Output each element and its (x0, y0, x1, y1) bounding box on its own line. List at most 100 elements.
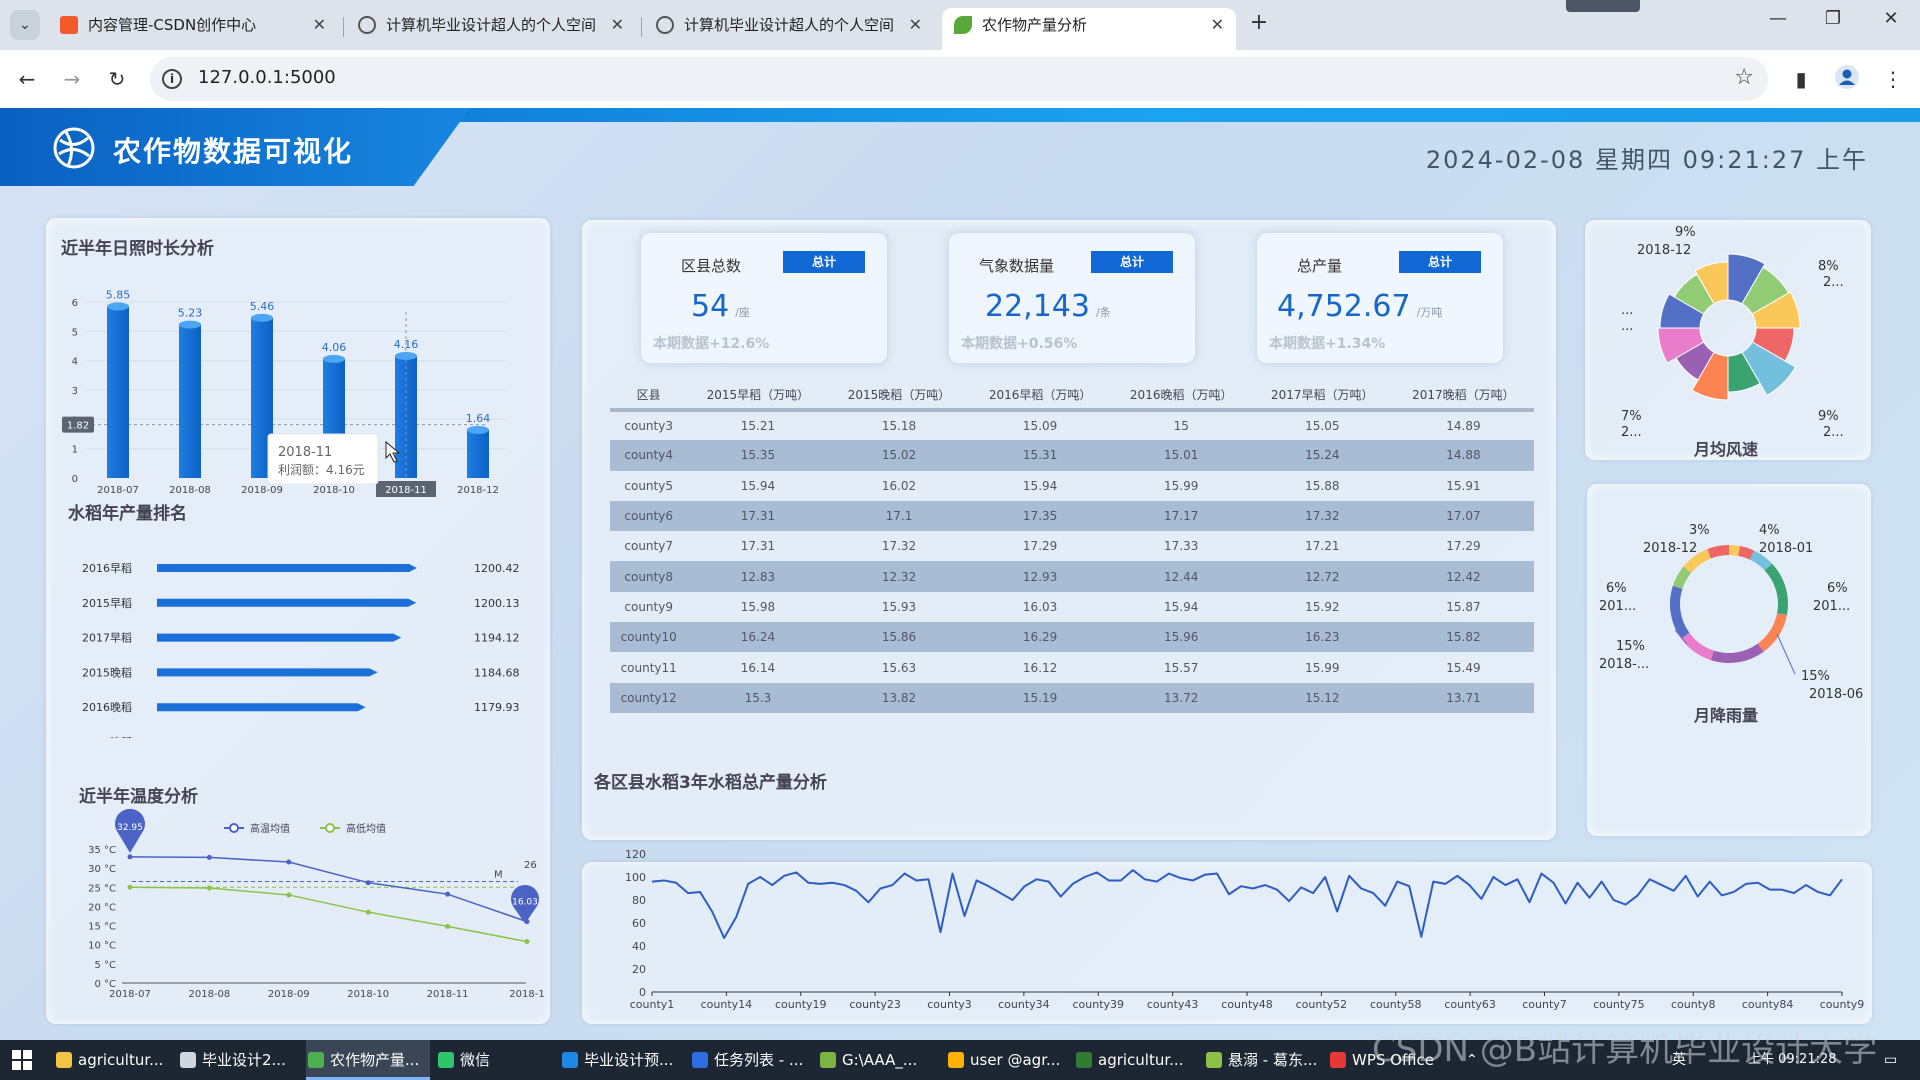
y-tick-label: 3 (72, 386, 78, 397)
notification-icon[interactable]: ▭ (1884, 1052, 1898, 1068)
bar (467, 429, 489, 478)
profile-icon[interactable] (1832, 64, 1862, 94)
taskbar-item[interactable]: 悬溺 - 葛东... (1204, 1040, 1324, 1080)
donut-label-name: 201... (1813, 599, 1850, 614)
county-line-chart[interactable]: 0 20 40 60 80 100 120 county1 county14 county19 co… (582, 798, 1872, 1024)
x-tick-label: county14 (701, 998, 753, 1011)
tray-language[interactable]: 英 (1672, 1052, 1686, 1068)
tab-search-button[interactable]: ⌄ (10, 10, 40, 40)
taskbar-item[interactable]: G:\AAA_... (818, 1040, 942, 1080)
series-point (524, 939, 530, 945)
rank-value-label: 1200.13 (474, 597, 520, 610)
taskbar-item-label: agricultur... (1098, 1051, 1184, 1069)
browser-tabbar: ⌄ 内容管理-CSDN创作中心 ✕ 计算机毕业设计超人的个人空间 ✕ 计算机毕业… (0, 0, 1920, 50)
bar-top (323, 354, 345, 363)
temperature-title: 近半年温度分析 (79, 787, 198, 807)
table-cell: 15.86 (828, 622, 970, 653)
taskbar-item[interactable]: user @agr... (946, 1040, 1070, 1080)
sunshine-bar-chart[interactable]: 01234561.825.852018-075.232018-085.46201… (56, 266, 526, 506)
close-window-button[interactable]: ✕ (1883, 8, 1899, 29)
back-icon[interactable]: ← (18, 67, 36, 91)
table-cell: county3 (624, 419, 673, 434)
tray-up-arrow-icon[interactable]: ⌃ (1466, 1052, 1478, 1068)
table-cell: 12.93 (969, 561, 1111, 592)
rank-category-label: 2017早稻 (82, 632, 132, 645)
menu-kebab-icon[interactable]: ⋮ (1883, 67, 1903, 91)
tab-space-1[interactable]: 计算机毕业设计超人的个人空间 ✕ (346, 8, 636, 50)
rank-bar (157, 633, 402, 642)
taskbar-item[interactable]: agricultur... (1074, 1040, 1198, 1080)
donut-segment (1683, 549, 1712, 573)
table-cell: 16.14 (740, 660, 776, 675)
reload-icon[interactable]: ↻ (108, 67, 126, 91)
tab-space-2[interactable]: 计算机毕业设计超人的个人空间 ✕ (644, 8, 934, 50)
x-tick-label: county1 (630, 998, 675, 1011)
rank-bar (157, 668, 378, 677)
dashboard-page: 农作物数据可视化 2024-02-08 星期四 09:21:27 上午 近半年日… (0, 108, 1920, 1040)
table-cell: 17.17 (1110, 500, 1252, 532)
taskbar-item[interactable]: 任务列表 - ... (690, 1040, 814, 1080)
series-point (365, 909, 371, 915)
taskbar-item[interactable]: 微信 (436, 1040, 552, 1080)
rank-bar (157, 703, 366, 712)
minimize-button[interactable]: — (1769, 8, 1787, 29)
close-icon[interactable]: ✕ (1210, 15, 1224, 34)
info-icon[interactable]: i (162, 69, 182, 89)
windows-start-icon[interactable] (12, 1050, 32, 1070)
table-cell: 13.72 (1110, 682, 1252, 713)
new-tab-button[interactable]: + (1249, 10, 1269, 35)
restore-button[interactable]: ❐ (1824, 8, 1842, 29)
x-tick-label: county8 (1671, 998, 1716, 1011)
pie-label-name: 2... (1621, 425, 1642, 440)
app-icon (56, 1052, 72, 1068)
wind-pie-chart[interactable]: 9%2018-128%2...9%2...7%2......... (1585, 220, 1871, 460)
pie-slice (1694, 261, 1729, 305)
stat-badge[interactable]: 总计 (1091, 251, 1173, 273)
rain-donut-chart[interactable]: 3% 2018-12 4% 2018-01 6% 201... 6% 201... 15% 201… (1587, 484, 1871, 836)
donut-segment (1672, 566, 1692, 590)
stat-badge[interactable]: 总计 (1399, 251, 1481, 273)
close-icon[interactable]: ✕ (908, 15, 922, 34)
table-cell: 15.18 (881, 419, 917, 434)
side-panel-icon[interactable]: ▮ (1795, 67, 1807, 91)
bar-top (467, 425, 489, 434)
taskbar-item[interactable]: 毕业设计预... (560, 1040, 684, 1080)
taskbar-item-label: WPS Office (1352, 1051, 1434, 1069)
tab-crop-analysis[interactable]: 农作物产量分析 ✕ (942, 8, 1236, 50)
app-icon (1206, 1052, 1222, 1068)
close-icon[interactable]: ✕ (610, 15, 624, 34)
table-cell: 15.93 (881, 599, 917, 614)
series-line (129, 856, 528, 923)
address-bar[interactable]: i 127.0.0.1:5000 ☆ (150, 57, 1768, 101)
table-cell: county10 (610, 622, 688, 653)
table-cell: 16.12 (1022, 660, 1058, 675)
taskbar-item[interactable]: 毕业设计2... (178, 1040, 302, 1080)
table-cell: 15.21 (740, 419, 776, 434)
y-tick-label: 5 °C (94, 960, 116, 971)
y-tick-label: 1 (72, 445, 78, 456)
table-cell: 15.82 (1392, 622, 1534, 653)
table-row: county5 15.94 16.02 15.94 15.99 15.88 15.91 (610, 471, 1534, 501)
tab-csdn[interactable]: 内容管理-CSDN创作中心 ✕ (48, 8, 338, 50)
y-tick-label: 0 (72, 474, 78, 485)
donut-label-name: 2018-12 (1643, 541, 1697, 556)
stat-badge[interactable]: 总计 (783, 251, 865, 273)
close-icon[interactable]: ✕ (312, 15, 326, 34)
bookmark-star-icon[interactable]: ☆ (1734, 65, 1754, 90)
forward-icon[interactable]: → (63, 67, 81, 91)
temperature-line-chart[interactable]: 0 °C 5 °C 10 °C 15 °C 20 °C 25 °C 30 °C 35 °C 20… (56, 808, 546, 1018)
table-row: county10 16.24 15.86 16.29 15.96 16.23 15.82 (610, 622, 1534, 653)
rice-rank-chart[interactable]: 2016早稻 1200.42 2015早稻 1200.13 2017早稻 1194.12 2… (56, 538, 536, 738)
donut-segment (1728, 545, 1741, 556)
x-tick-label: county75 (1593, 998, 1645, 1011)
tray-clock[interactable]: 上午 09:21:28 (1748, 1052, 1837, 1067)
series-point (206, 885, 212, 891)
taskbar-item[interactable]: WPS Office (1328, 1040, 1438, 1080)
pie-label-name: ... (1621, 319, 1633, 334)
taskbar-item[interactable]: agricultur... (54, 1040, 174, 1080)
table-cell: 17.33 (1164, 539, 1199, 554)
url-text[interactable]: 127.0.0.1:5000 (198, 67, 336, 88)
stat-label: 总产量 (1297, 257, 1343, 275)
taskbar-item[interactable]: 农作物产量... (306, 1040, 430, 1080)
series-point (127, 854, 133, 860)
